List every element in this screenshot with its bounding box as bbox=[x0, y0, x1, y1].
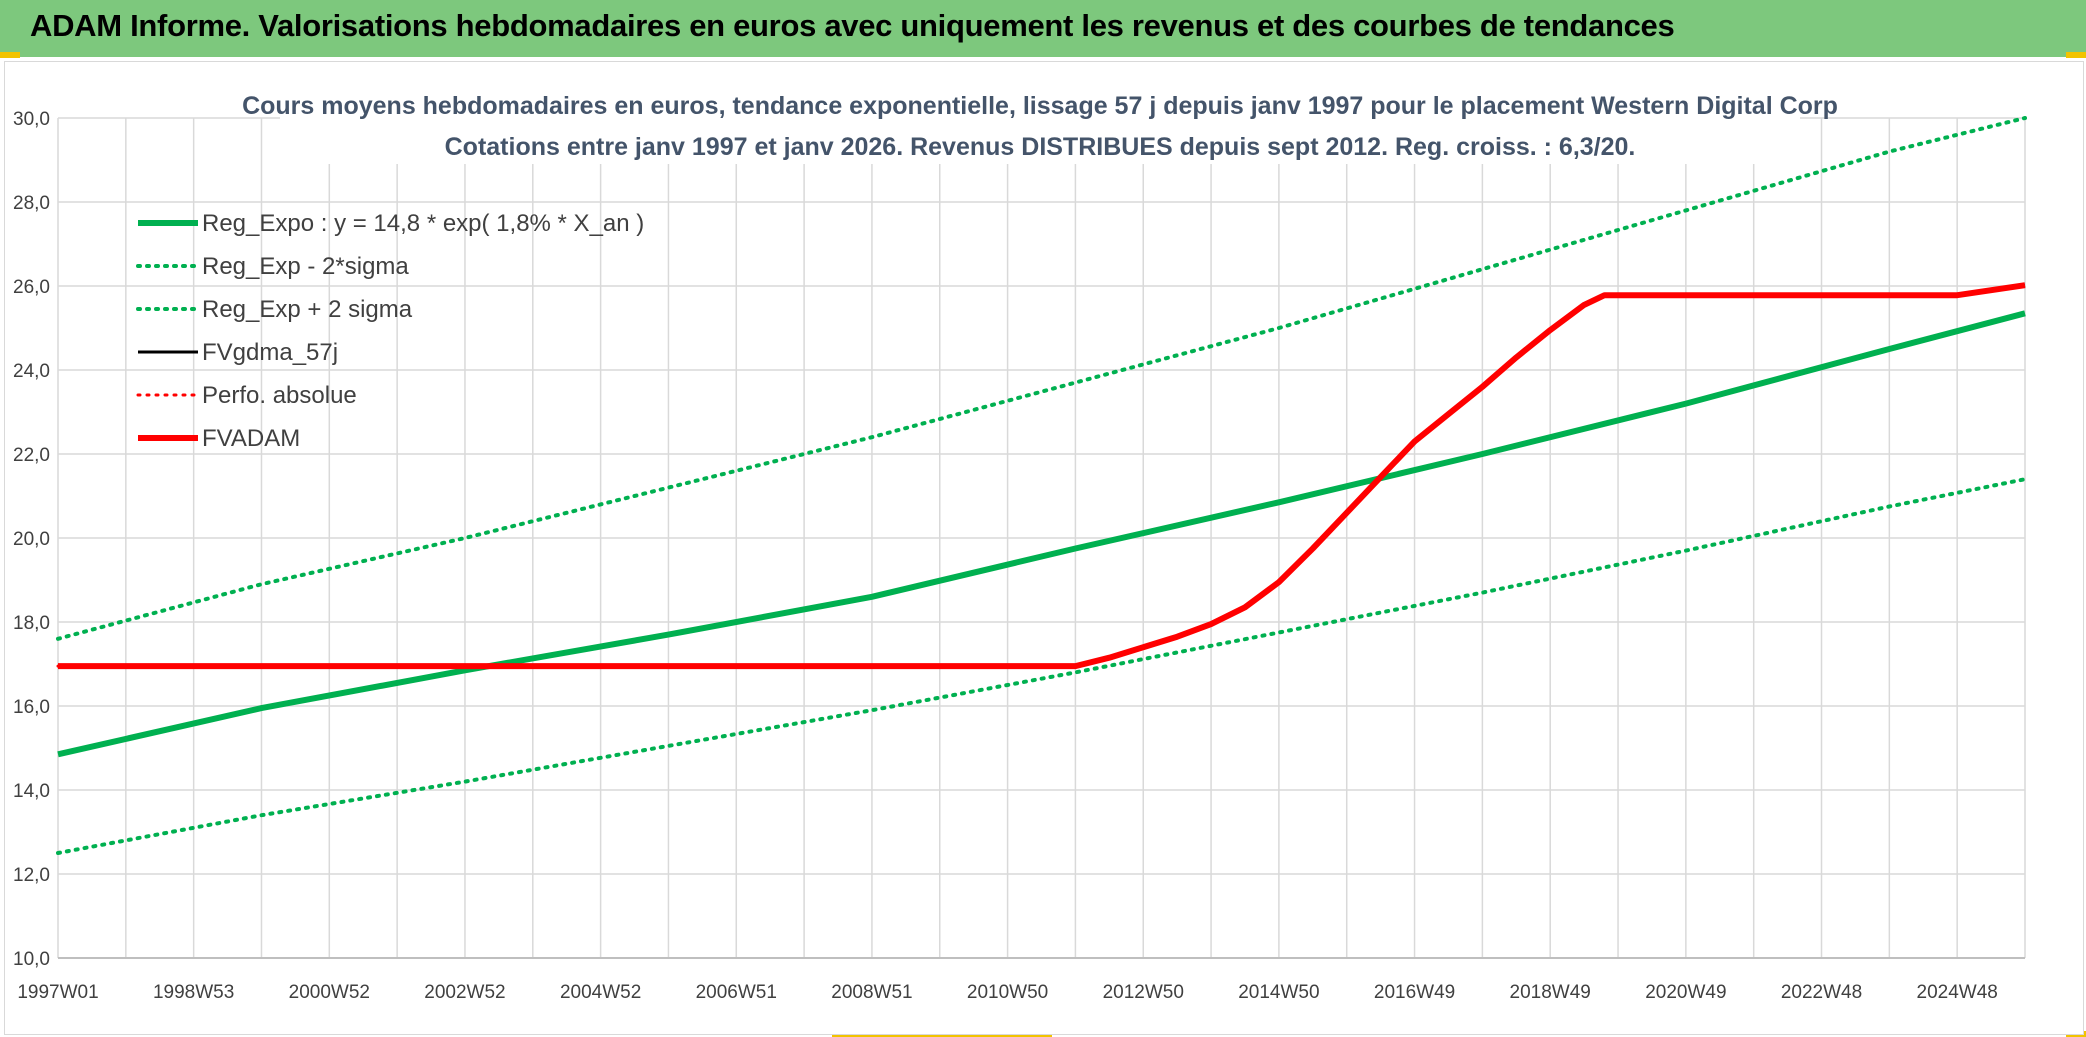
x-tick-label: 2008W51 bbox=[831, 982, 912, 1003]
y-tick-label: 30,0 bbox=[13, 109, 50, 130]
x-tick-label: 1998W53 bbox=[153, 982, 234, 1003]
chart-frame bbox=[4, 61, 2084, 1035]
y-tick-label: 20,0 bbox=[13, 529, 50, 550]
y-tick-label: 28,0 bbox=[13, 193, 50, 214]
x-tick-label: 2004W52 bbox=[560, 982, 641, 1003]
x-tick-label: 2024W48 bbox=[1917, 982, 1998, 1003]
legend-label: Reg_Expo : y = 14,8 * exp( 1,8% * X_an ) bbox=[202, 210, 644, 237]
x-tick-label: 2012W50 bbox=[1103, 982, 1184, 1003]
chart-title-backdrop bbox=[280, 82, 1800, 164]
corner-marker bbox=[2066, 52, 2086, 58]
y-tick-label: 26,0 bbox=[13, 277, 50, 298]
report-title: ADAM Informe. Valorisations hebdomadaire… bbox=[30, 8, 1675, 43]
x-tick-label: 1997W01 bbox=[17, 982, 98, 1003]
chart-axes: 10,0 12,0 14,0 16,0 18,0 20,0 22,0 24,0 26,0 28,0… bbox=[13, 109, 2025, 1003]
chart-grid bbox=[57, 117, 2026, 959]
series-line-5 bbox=[58, 282, 2026, 670]
chart-subtitle: Cotations entre janv 1997 et janv 2026. … bbox=[445, 133, 1636, 161]
chart-legend: Reg_Expo : y = 14,8 * exp( 1,8% * X_an )… bbox=[136, 210, 644, 452]
x-tick-label: 2006W51 bbox=[696, 982, 777, 1003]
y-tick-label: 18,0 bbox=[13, 613, 50, 634]
corner-marker bbox=[0, 52, 20, 58]
series-line-0 bbox=[57, 310, 2026, 758]
y-tick-label: 10,0 bbox=[13, 949, 50, 970]
series-line-1 bbox=[56, 477, 2027, 855]
legend-label: Reg_Exp - 2*sigma bbox=[202, 253, 409, 280]
y-tick-label: 12,0 bbox=[13, 865, 50, 886]
legend-label: FVgdma_57j bbox=[202, 339, 338, 366]
x-tick-label: 2010W50 bbox=[967, 982, 1048, 1003]
y-tick-label: 24,0 bbox=[13, 361, 50, 382]
legend-label: FVADAM bbox=[202, 425, 300, 452]
x-tick-label: 2018W49 bbox=[1510, 982, 1591, 1003]
chart-title: Cours moyens hebdomadaires en euros, ten… bbox=[242, 92, 1838, 120]
series-line-3 bbox=[58, 283, 2026, 668]
x-tick-label: 2014W50 bbox=[1238, 982, 1319, 1003]
y-tick-label: 16,0 bbox=[13, 697, 50, 718]
y-tick-label: 14,0 bbox=[13, 781, 50, 802]
x-tick-label: 2020W49 bbox=[1645, 982, 1726, 1003]
series-line-2 bbox=[56, 116, 2027, 641]
x-tick-label: 2016W49 bbox=[1374, 982, 1455, 1003]
y-tick-label: 22,0 bbox=[13, 445, 50, 466]
legend-label: Perfo. absolue bbox=[202, 382, 357, 409]
legend-label: Reg_Exp + 2 sigma bbox=[202, 296, 413, 323]
chart-series bbox=[56, 116, 2027, 855]
x-tick-label: 2000W52 bbox=[289, 982, 370, 1003]
x-tick-label: 2022W48 bbox=[1781, 982, 1862, 1003]
x-tick-label: 2002W52 bbox=[424, 982, 505, 1003]
report-banner: ADAM Informe. Valorisations hebdomadaire… bbox=[0, 0, 2086, 57]
series-line-4 bbox=[56, 283, 2027, 668]
